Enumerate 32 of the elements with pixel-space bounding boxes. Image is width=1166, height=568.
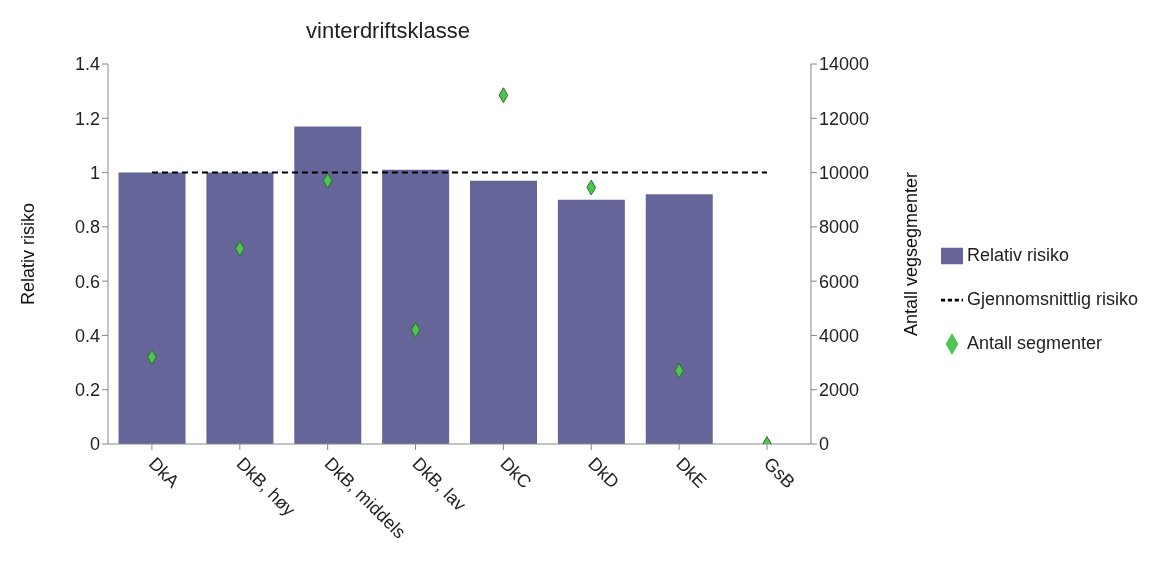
y2-tick-label: 10000 [818,162,869,183]
y2-tick-label: 2000 [818,380,859,401]
legend-label: Gjennomsnittlig risiko [966,289,1138,309]
y-tick-label: 1.4 [74,54,100,75]
chart-title: vinterdriftsklasse [305,17,471,44]
bar [118,172,186,444]
y2-axis-title: Antall vegsegmenter [901,171,922,337]
y-tick-label: 0.6 [74,271,100,292]
y-tick-label: 0.4 [74,325,100,346]
y-tick-label: 0.2 [74,380,100,401]
x-tick-label: GsB [759,453,799,493]
bar [294,126,362,444]
y-tick-label: 0.8 [74,217,100,238]
y2-tick-label: 4000 [818,325,859,346]
x-tick-label: DkD [584,453,624,493]
legend-label: Relativ risiko [966,245,1069,265]
bar [645,194,713,444]
y-tick-label: 0 [89,434,100,455]
y2-tick-label: 12000 [818,108,869,129]
y-axis-title: Relativ risiko [18,202,39,306]
bar [382,169,450,444]
y2-tick-label: 14000 [818,54,869,75]
y2-tick-label: 0 [818,434,829,455]
legend-label: Antall segmenter [966,333,1103,353]
bar [557,199,625,444]
y2-tick-label: 6000 [818,271,859,292]
y-tick-label: 1 [89,162,100,183]
bar [470,180,538,444]
y2-tick-label: 8000 [818,217,859,238]
bar [206,172,274,444]
x-tick-label: DkC [496,453,536,493]
y-tick-label: 1.2 [74,108,100,129]
